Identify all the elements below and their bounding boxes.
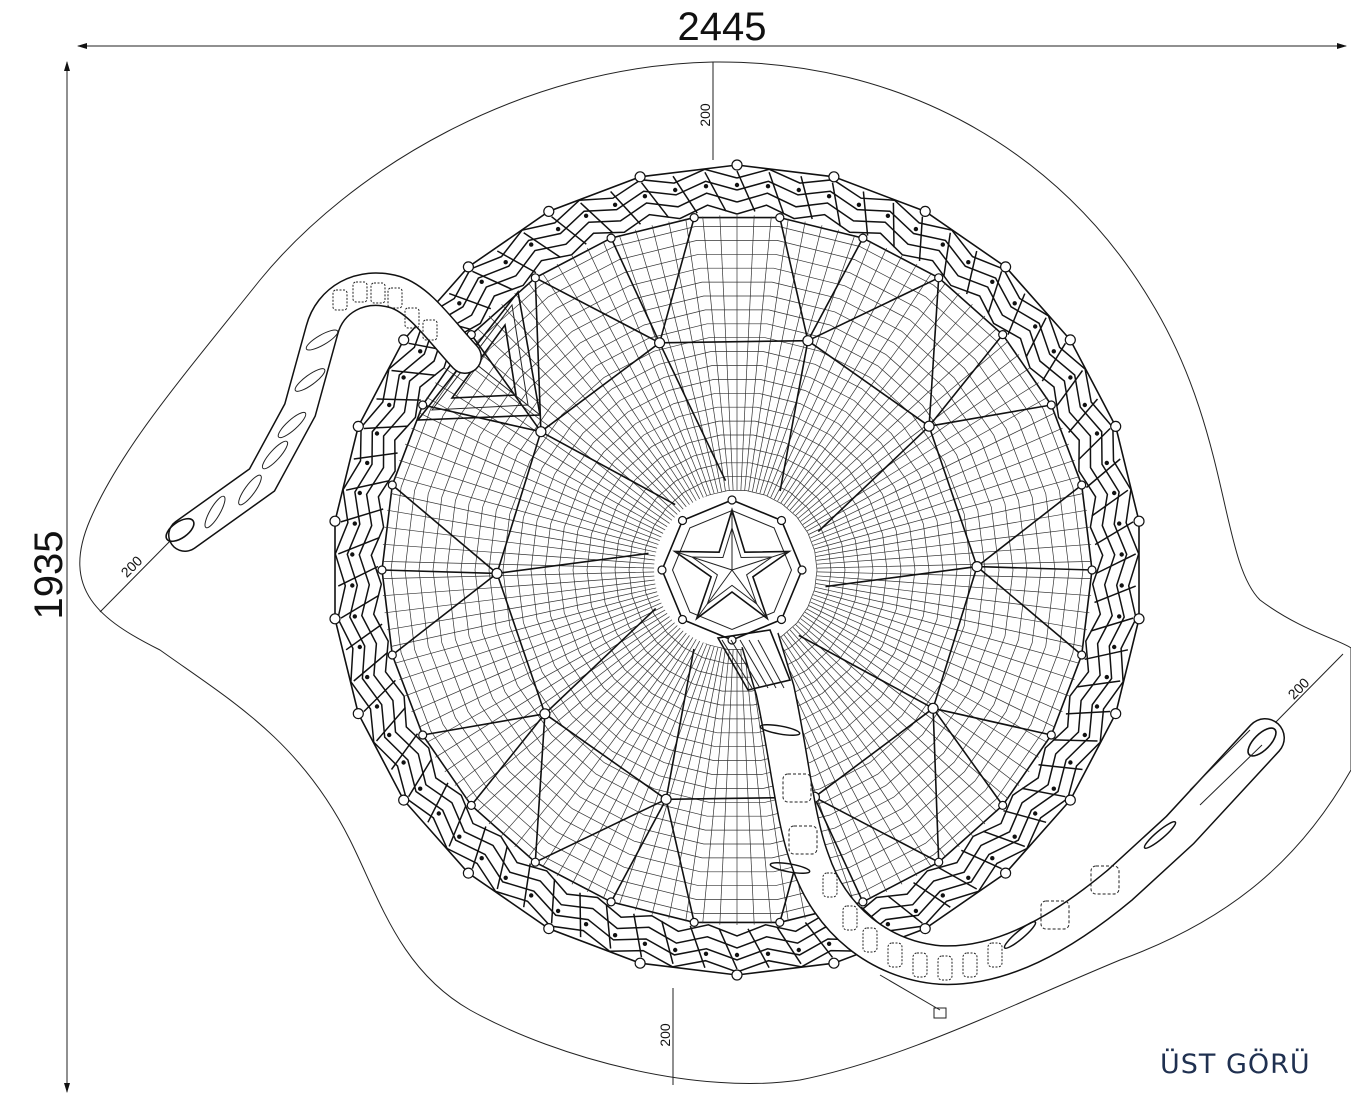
- clearance-right-label: 200: [1285, 674, 1313, 702]
- anchor-bracket: [879, 974, 947, 1019]
- view-label: ÜST GÖRÜ: [1160, 1048, 1311, 1080]
- overall-width-dimension: 2445: [77, 5, 1347, 49]
- clearance-bottom-label: 200: [657, 1023, 673, 1047]
- clearance-top-label: 200: [697, 103, 713, 127]
- clearance-top-dimension: 200: [697, 62, 714, 160]
- clearance-right-dimension: 200: [1269, 653, 1344, 729]
- height-label: 1935: [27, 531, 71, 620]
- clearance-bottom-dimension: 200: [657, 988, 674, 1085]
- clearance-left-dimension: 200: [99, 534, 177, 613]
- clearance-left-label: 200: [118, 552, 146, 580]
- safety-zone-outline: [79, 61, 1351, 1085]
- central-tower: [654, 492, 810, 691]
- tube-slide-right: [740, 620, 1285, 986]
- overall-height-dimension: 1935: [27, 61, 71, 1093]
- tube-slide-left: [165, 272, 482, 552]
- width-label: 2445: [678, 5, 767, 49]
